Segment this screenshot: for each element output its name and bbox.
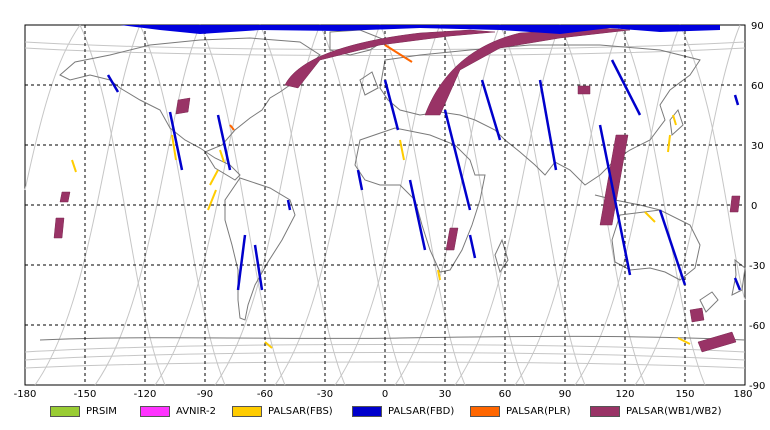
legend-swatch <box>590 405 620 417</box>
lat-tick-label: 0 <box>751 201 757 212</box>
legend-label: PALSAR(WB1/WB2) <box>626 405 722 417</box>
lon-tick-label: 30 <box>439 389 452 400</box>
lat-tick-label: -30 <box>749 261 765 272</box>
legend-label: PRSIM <box>86 405 117 417</box>
legend-item-avnir2: AVNIR-2 <box>140 402 216 420</box>
lon-tick-label: 90 <box>559 389 572 400</box>
legend-label: PALSAR(FBD) <box>388 405 455 417</box>
lon-tick-label: -150 <box>74 389 97 400</box>
lat-tick-label: 60 <box>751 81 764 92</box>
lon-tick-label: -30 <box>317 389 333 400</box>
fbs-swaths <box>71 114 691 349</box>
lon-tick-label: 180 <box>733 389 752 400</box>
map-legend: PRSIM AVNIR-2 PALSAR(FBS) PALSAR(FBD) PA… <box>0 400 770 422</box>
legend-item-prsim: PRSIM <box>50 402 117 420</box>
lat-tick-label: 30 <box>751 141 764 152</box>
legend-swatch <box>50 405 80 417</box>
lon-tick-label: 60 <box>499 389 512 400</box>
lat-tick-label: -90 <box>749 381 765 392</box>
lon-tick-label: 0 <box>382 389 388 400</box>
lat-tick-labels: 90 60 30 0 -30 -60 -90 <box>749 21 765 392</box>
lon-tick-label: -60 <box>257 389 273 400</box>
legend-item-palsar-plr: PALSAR(PLR) <box>470 402 570 420</box>
fbd-swaths <box>106 59 742 291</box>
plr-swaths <box>229 44 413 131</box>
legend-item-palsar-wb: PALSAR(WB1/WB2) <box>590 402 722 420</box>
lat-tick-label: -60 <box>749 321 765 332</box>
legend-item-palsar-fbs: PALSAR(FBS) <box>232 402 333 420</box>
lon-tick-label: -180 <box>14 389 37 400</box>
legend-item-palsar-fbd: PALSAR(FBD) <box>352 402 454 420</box>
lon-tick-label: -90 <box>197 389 213 400</box>
orbit-tracks <box>24 24 746 386</box>
lon-tick-label: -120 <box>134 389 157 400</box>
legend-label: PALSAR(PLR) <box>506 405 571 417</box>
lon-tick-label: 120 <box>615 389 634 400</box>
lat-tick-label: 90 <box>751 21 764 32</box>
fbd-polar-band <box>120 25 720 34</box>
legend-label: AVNIR-2 <box>176 405 216 417</box>
coastlines <box>39 29 746 341</box>
lon-tick-label: 150 <box>675 389 694 400</box>
wb-swaths <box>53 27 741 353</box>
legend-swatch <box>140 405 170 417</box>
legend-swatch <box>232 405 262 417</box>
legend-label: PALSAR(FBS) <box>268 405 333 417</box>
legend-swatch <box>352 405 382 417</box>
graticule <box>25 25 745 385</box>
lon-tick-labels: -180 -150 -120 -90 -60 -30 0 30 60 90 12… <box>14 389 753 400</box>
legend-swatch <box>470 405 500 417</box>
